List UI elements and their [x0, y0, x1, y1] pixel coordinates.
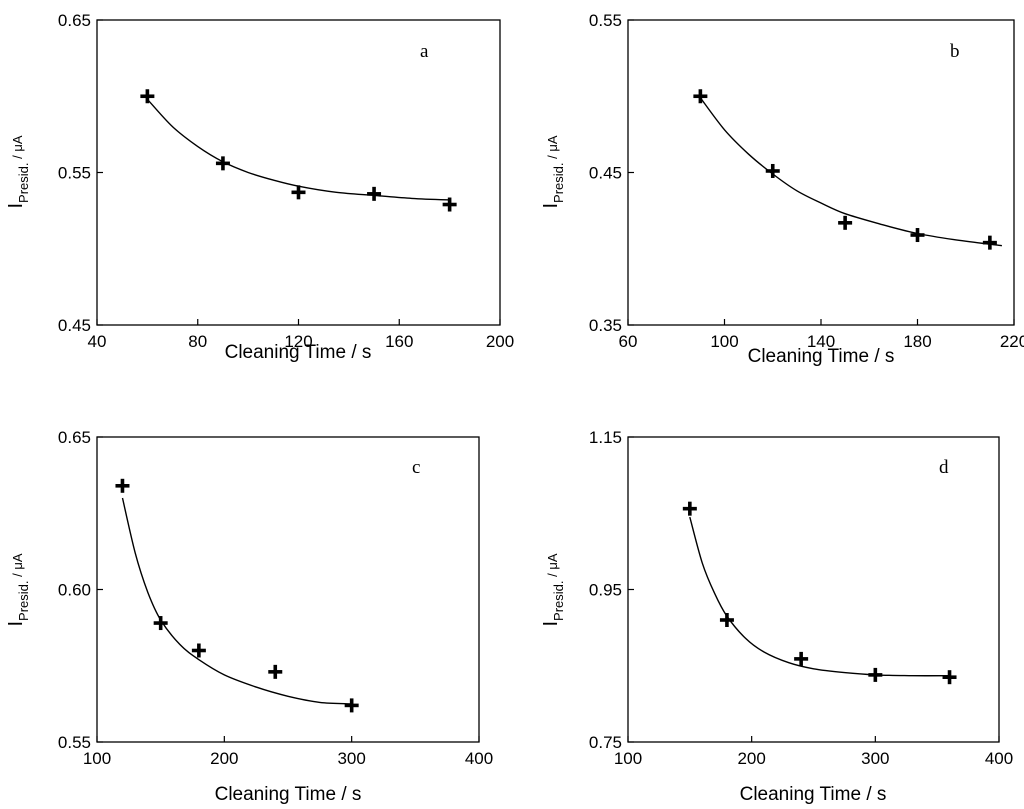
- data-point-marker: [765, 163, 780, 178]
- x-tick-label: 100: [710, 332, 738, 351]
- y-tick-label: 0.55: [58, 733, 91, 752]
- y-label-subscript: Presid.: [16, 580, 31, 620]
- y-label-unit: / μA: [10, 553, 25, 580]
- x-axis-label: Cleaning Time / s: [748, 346, 895, 367]
- y-label-unit: / μA: [10, 135, 25, 162]
- data-point-marker: [868, 667, 883, 682]
- data-point-marker: [682, 501, 697, 516]
- y-label-subscript: Presid.: [16, 162, 31, 202]
- data-point-marker: [794, 651, 809, 666]
- x-axis-label: Cleaning Time / s: [225, 342, 372, 363]
- panel-letter: c: [412, 457, 420, 478]
- y-axis-label: IPresid. / μA: [5, 553, 31, 626]
- data-point-marker: [982, 235, 997, 250]
- y-axis-label: IPresid. / μA: [540, 553, 566, 626]
- y-axis-label: IPresid. / μA: [5, 135, 31, 208]
- x-tick-label: 300: [861, 749, 889, 768]
- y-tick-label: 0.45: [589, 164, 622, 183]
- x-tick-label: 180: [903, 332, 931, 351]
- y-label-unit: / μA: [545, 553, 560, 580]
- panel-letter: a: [420, 41, 429, 62]
- data-point-marker: [115, 478, 130, 493]
- y-axis-label: IPresid. / μA: [540, 135, 566, 208]
- fit-curve: [121, 497, 352, 705]
- x-tick-label: 60: [619, 332, 638, 351]
- y-label-main: I: [540, 621, 562, 627]
- data-point-marker: [910, 228, 925, 243]
- x-axis-label: Cleaning Time / s: [740, 784, 887, 805]
- fit-curve: [689, 516, 950, 677]
- panel-b: 60 100 140 180 220 0.35 0.45 0.55 Cleaning Time …: [540, 11, 1024, 367]
- data-point-marker: [153, 616, 168, 631]
- plot-frame: [96, 19, 501, 326]
- data-point-marker: [191, 643, 206, 658]
- fit-curve: [699, 97, 1003, 247]
- x-tick-label: 140: [807, 332, 835, 351]
- x-tick-label: 160: [385, 332, 413, 351]
- data-point-marker: [268, 664, 283, 679]
- data-point-marker: [442, 197, 457, 212]
- y-label-subscript: Presid.: [551, 162, 566, 202]
- x-tick-label: 200: [486, 332, 514, 351]
- x-tick-label: 200: [737, 749, 765, 768]
- x-tick-label: 100: [83, 749, 111, 768]
- y-tick-label: 0.65: [58, 428, 91, 447]
- panel-d: 100 200 300 400 0.75 0.95 1.15 Cleaning Time / …: [540, 428, 1013, 805]
- y-label-main: I: [5, 621, 27, 627]
- y-tick-label: 0.75: [589, 733, 622, 752]
- y-label-unit: / μA: [545, 135, 560, 162]
- x-axis-label: Cleaning Time / s: [215, 784, 362, 805]
- x-tick-label: 40: [88, 332, 107, 351]
- y-tick-label: 0.95: [589, 581, 622, 600]
- x-tick-label: 220: [1000, 332, 1024, 351]
- x-tick-label: 300: [337, 749, 365, 768]
- y-tick-label: 0.45: [58, 316, 91, 335]
- x-tick-label: 120: [284, 332, 312, 351]
- y-tick-label: 0.35: [589, 316, 622, 335]
- y-label-main: I: [540, 203, 562, 209]
- data-point-marker: [344, 698, 359, 713]
- x-tick-label: 80: [188, 332, 207, 351]
- data-point-marker: [140, 89, 155, 104]
- data-point-marker: [215, 156, 230, 171]
- data-point-marker: [367, 186, 382, 201]
- data-point-marker: [693, 89, 708, 104]
- fit-curve: [146, 98, 450, 201]
- y-tick-label: 0.60: [58, 581, 91, 600]
- y-tick-label: 0.55: [589, 11, 622, 30]
- panel-a: 40 80 120 160 200 0.45 0.55 0.65 Cleaning Time /…: [5, 11, 514, 363]
- data-point-marker: [291, 185, 306, 200]
- y-tick-label: 0.55: [58, 164, 91, 183]
- panel-c: 100 200 300 400 0.55 0.60 0.65 Cleaning Time / …: [5, 428, 493, 805]
- y-tick-label: 1.15: [589, 428, 622, 447]
- plot-frame: [627, 19, 1015, 326]
- data-point-marker: [719, 613, 734, 627]
- y-label-subscript: Presid.: [551, 580, 566, 620]
- panel-letter: d: [939, 457, 949, 478]
- data-point-marker: [838, 215, 853, 230]
- x-tick-label: 400: [465, 749, 493, 768]
- x-tick-label: 100: [614, 749, 642, 768]
- x-tick-label: 200: [210, 749, 238, 768]
- data-point-marker: [942, 670, 957, 685]
- y-tick-label: 0.65: [58, 11, 91, 30]
- panel-letter: b: [950, 41, 960, 62]
- y-label-main: I: [5, 203, 27, 209]
- x-tick-label: 400: [985, 749, 1013, 768]
- plot-frame: [627, 436, 1000, 743]
